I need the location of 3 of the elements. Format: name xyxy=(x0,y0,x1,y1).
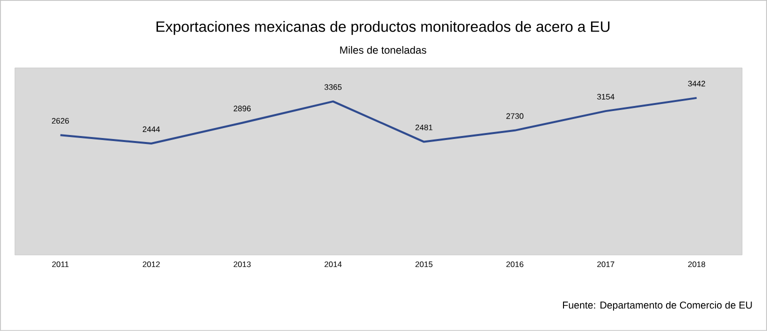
source-note: Fuente: Departamento de Comercio de EU xyxy=(563,301,752,311)
chart-subtitle: Miles de toneladas xyxy=(340,46,426,54)
chart-title: Exportaciones mexicanas de productos monitoreados de acero a EU xyxy=(156,21,610,35)
